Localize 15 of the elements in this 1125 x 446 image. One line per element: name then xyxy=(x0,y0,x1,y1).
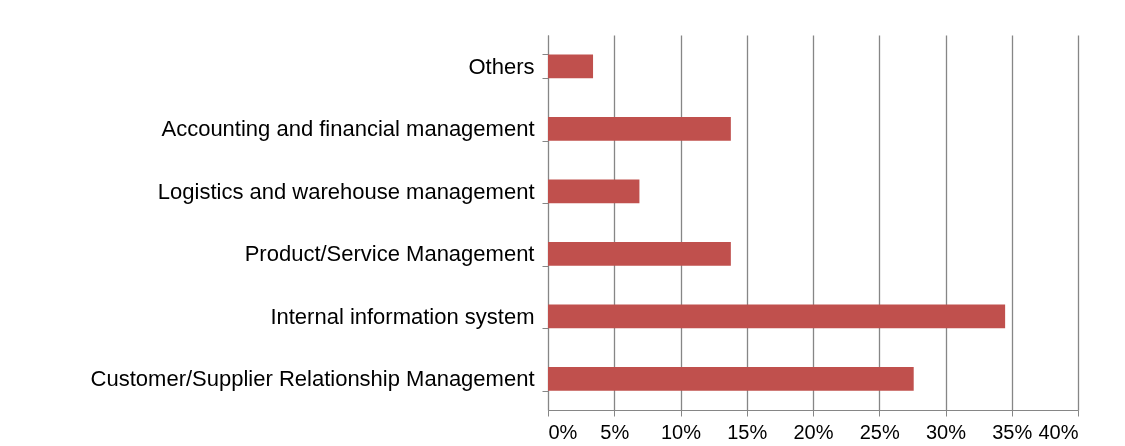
y-tick-label: Customer/Supplier Relationship Management xyxy=(90,366,535,392)
y-tick-label: Others xyxy=(468,53,535,79)
x-tick-label: 35% xyxy=(992,420,1033,443)
x-tick-label: 15% xyxy=(727,420,768,443)
x-tick-label: 40% xyxy=(1038,420,1079,443)
x-tick-label: 20% xyxy=(793,420,834,443)
x-tick-label: 30% xyxy=(925,420,967,443)
x-tick-label: 5% xyxy=(600,420,630,443)
y-tick-label: Product/Service Management xyxy=(244,241,535,267)
y-tick-label: Internal information system xyxy=(270,303,535,329)
y-tick-label: Accounting and financial management xyxy=(161,116,535,142)
x-tick-label: 10% xyxy=(660,420,702,443)
y-tick-label: Logistics and warehouse management xyxy=(157,178,535,204)
x-tick-label: 0% xyxy=(548,420,578,443)
x-tick-label: 25% xyxy=(859,420,900,443)
